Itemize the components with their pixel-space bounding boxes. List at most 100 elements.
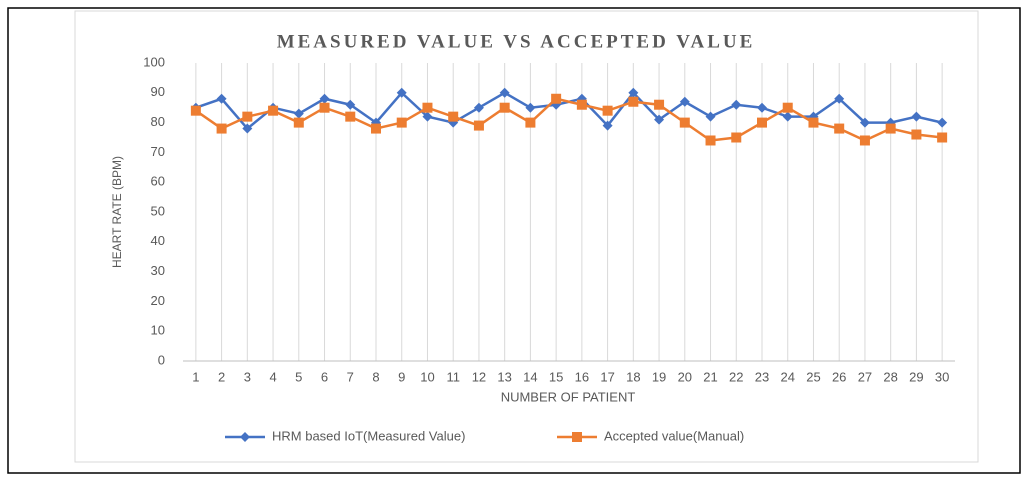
marker bbox=[422, 102, 433, 113]
marker bbox=[422, 111, 433, 122]
x-tick-label: 2 bbox=[218, 369, 225, 384]
y-tick-label: 10 bbox=[151, 323, 165, 338]
legend-label: HRM based IoT(Measured Value) bbox=[272, 428, 465, 443]
x-tick-label: 15 bbox=[549, 369, 563, 384]
legend-marker bbox=[240, 432, 250, 442]
marker bbox=[216, 93, 227, 104]
marker bbox=[679, 117, 690, 128]
x-axis-label: NUMBER OF PATIENT bbox=[501, 389, 636, 404]
x-tick-label: 29 bbox=[909, 369, 923, 384]
marker bbox=[679, 96, 690, 107]
x-tick-label: 30 bbox=[935, 369, 949, 384]
marker bbox=[834, 93, 845, 104]
y-tick-label: 0 bbox=[158, 352, 165, 367]
x-tick-label: 19 bbox=[652, 369, 666, 384]
x-tick-label: 18 bbox=[626, 369, 640, 384]
marker bbox=[731, 132, 742, 143]
marker bbox=[396, 87, 407, 98]
x-tick-label: 1 bbox=[192, 369, 199, 384]
marker bbox=[345, 111, 356, 122]
x-tick-label: 13 bbox=[497, 369, 511, 384]
marker bbox=[885, 123, 896, 134]
x-tick-label: 14 bbox=[523, 369, 537, 384]
marker bbox=[576, 99, 587, 110]
marker bbox=[654, 114, 665, 125]
marker bbox=[859, 135, 870, 146]
x-tick-label: 17 bbox=[600, 369, 614, 384]
outer-frame bbox=[7, 7, 1021, 474]
marker bbox=[628, 87, 639, 98]
chart-title: MEASURED VALUE VS ACCEPTED VALUE bbox=[277, 31, 756, 52]
legend-marker bbox=[572, 432, 582, 442]
marker bbox=[705, 111, 716, 122]
legend-label: Accepted value(Manual) bbox=[604, 428, 744, 443]
marker bbox=[473, 120, 484, 131]
marker bbox=[782, 102, 793, 113]
marker bbox=[499, 102, 510, 113]
y-tick-label: 90 bbox=[151, 84, 165, 99]
series-line bbox=[195, 90, 943, 131]
marker bbox=[808, 117, 819, 128]
x-tick-label: 4 bbox=[269, 369, 276, 384]
marker bbox=[216, 123, 227, 134]
x-tick-label: 11 bbox=[446, 369, 460, 384]
x-tick-label: 27 bbox=[858, 369, 872, 384]
marker bbox=[602, 105, 613, 116]
x-tick-label: 25 bbox=[806, 369, 820, 384]
marker bbox=[937, 132, 948, 143]
x-tick-label: 26 bbox=[832, 369, 846, 384]
marker bbox=[396, 117, 407, 128]
marker bbox=[911, 129, 922, 140]
chart-frame bbox=[74, 10, 979, 463]
marker bbox=[345, 99, 356, 110]
marker bbox=[319, 93, 330, 104]
marker bbox=[654, 99, 665, 110]
marker bbox=[859, 117, 870, 128]
marker bbox=[190, 105, 201, 116]
x-tick-label: 16 bbox=[575, 369, 589, 384]
marker bbox=[602, 120, 613, 131]
x-tick-label: 22 bbox=[729, 369, 743, 384]
marker bbox=[242, 123, 253, 134]
y-tick-label: 40 bbox=[151, 233, 165, 248]
x-tick-label: 10 bbox=[420, 369, 434, 384]
y-axis-label: HEART RATE (BPM) bbox=[110, 156, 124, 268]
marker bbox=[371, 123, 381, 134]
x-tick-label: 7 bbox=[347, 369, 354, 384]
marker bbox=[551, 93, 562, 104]
marker bbox=[911, 111, 922, 122]
marker bbox=[628, 96, 639, 107]
x-tick-label: 8 bbox=[372, 369, 379, 384]
marker bbox=[937, 117, 948, 128]
x-tick-label: 28 bbox=[883, 369, 897, 384]
x-tick-label: 5 bbox=[295, 369, 302, 384]
y-tick-label: 100 bbox=[143, 54, 165, 69]
y-tick-label: 70 bbox=[151, 144, 165, 159]
x-tick-label: 12 bbox=[472, 369, 486, 384]
marker bbox=[473, 102, 484, 113]
y-tick-label: 60 bbox=[151, 174, 165, 189]
marker bbox=[268, 105, 279, 116]
marker bbox=[731, 99, 742, 110]
x-tick-label: 24 bbox=[780, 369, 794, 384]
y-tick-label: 50 bbox=[151, 203, 165, 218]
marker bbox=[525, 102, 536, 113]
x-tick-label: 23 bbox=[755, 369, 769, 384]
marker bbox=[242, 111, 253, 122]
marker bbox=[705, 135, 716, 146]
x-tick-label: 3 bbox=[244, 369, 251, 384]
marker bbox=[319, 102, 330, 113]
x-tick-label: 9 bbox=[398, 369, 405, 384]
marker bbox=[757, 102, 767, 113]
y-tick-label: 80 bbox=[151, 114, 165, 129]
marker bbox=[293, 108, 304, 119]
marker bbox=[782, 111, 793, 122]
y-tick-label: 20 bbox=[151, 293, 165, 308]
y-tick-label: 30 bbox=[151, 263, 165, 278]
x-tick-label: 20 bbox=[678, 369, 692, 384]
marker bbox=[757, 117, 767, 128]
x-tick-label: 6 bbox=[321, 369, 328, 384]
x-tick-label: 21 bbox=[703, 369, 717, 384]
marker bbox=[834, 123, 845, 134]
